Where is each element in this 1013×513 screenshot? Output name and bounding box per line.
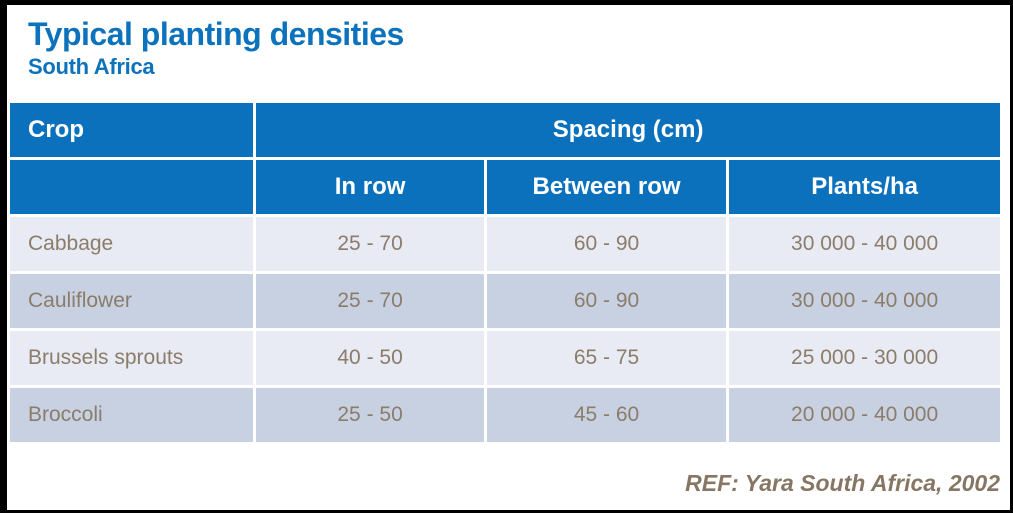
empty-header-cell	[10, 160, 254, 214]
between-row-cell: 60 - 90	[486, 274, 727, 328]
crop-name-cell: Cabbage	[10, 217, 254, 271]
reference-text: REF: Yara South Africa, 2002	[685, 470, 1000, 496]
crop-name-cell: Brussels sprouts	[10, 331, 254, 385]
header-row-group: Crop Spacing (cm)	[10, 103, 1000, 157]
column-header-between-row: Between row	[486, 160, 727, 214]
plants-ha-cell: 20 000 - 40 000	[729, 388, 1000, 442]
header-row-sub: In row Between row Plants/ha	[10, 160, 1000, 214]
planting-density-table-container: Crop Spacing (cm) In row Between row Pla…	[7, 100, 1003, 445]
in-row-cell: 25 - 50	[256, 388, 484, 442]
table-row: Brussels sprouts 40 - 50 65 - 75 25 000 …	[10, 331, 1000, 385]
planting-density-table: Crop Spacing (cm) In row Between row Pla…	[7, 100, 1003, 445]
table-row: Broccoli 25 - 50 45 - 60 20 000 - 40 000	[10, 388, 1000, 442]
table-row: Cabbage 25 - 70 60 - 90 30 000 - 40 000	[10, 217, 1000, 271]
plants-ha-cell: 25 000 - 30 000	[729, 331, 1000, 385]
between-row-cell: 65 - 75	[486, 331, 727, 385]
table-row: Cauliflower 25 - 70 60 - 90 30 000 - 40 …	[10, 274, 1000, 328]
column-header-plants-ha: Plants/ha	[729, 160, 1000, 214]
column-header-crop: Crop	[10, 103, 254, 157]
in-row-cell: 25 - 70	[256, 274, 484, 328]
plants-ha-cell: 30 000 - 40 000	[729, 274, 1000, 328]
crop-name-cell: Cauliflower	[10, 274, 254, 328]
slide-header: Typical planting densities South Africa	[28, 16, 404, 80]
in-row-cell: 25 - 70	[256, 217, 484, 271]
column-group-header-spacing: Spacing (cm)	[256, 103, 1000, 157]
column-header-in-row: In row	[256, 160, 484, 214]
between-row-cell: 60 - 90	[486, 217, 727, 271]
in-row-cell: 40 - 50	[256, 331, 484, 385]
page-title: Typical planting densities	[28, 16, 404, 52]
page-subtitle: South Africa	[28, 53, 155, 79]
plants-ha-cell: 30 000 - 40 000	[729, 217, 1000, 271]
between-row-cell: 45 - 60	[486, 388, 727, 442]
crop-name-cell: Broccoli	[10, 388, 254, 442]
